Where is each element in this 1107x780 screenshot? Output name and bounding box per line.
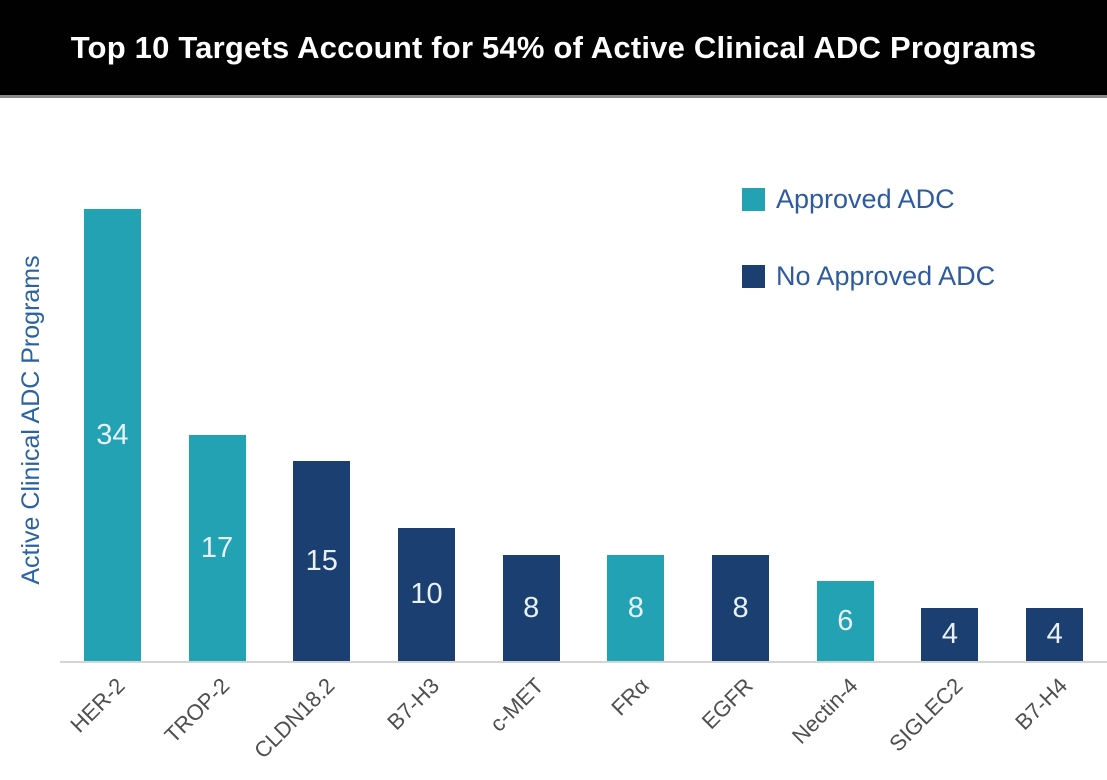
x-axis-labels: HER-2 TROP-2 CLDN18.2 B7-H3 c-MET FRα EGFR Nect… (60, 663, 1107, 780)
bar-B7-H4: 4 (1026, 608, 1084, 661)
bar-value-label: 8 (523, 591, 540, 624)
bar-value-label: 6 (837, 604, 854, 637)
bar-value-label: 34 (96, 418, 129, 451)
x-axis-slot: c-MET (479, 663, 584, 780)
bar-HER-2: 34 (83, 209, 141, 661)
x-axis-slot: SIGLEC2 (884, 663, 1003, 780)
bar-value-label: 10 (410, 578, 443, 610)
legend-item-approved: Approved ADC (742, 184, 995, 215)
bar-EGFR: 8 (712, 555, 770, 661)
x-axis-label: Nectin-4 (787, 673, 863, 749)
bar-c-MET: 8 (502, 555, 560, 661)
x-axis-label: B7-H3 (382, 673, 445, 735)
y-axis-title: Active Clinical ADC Programs (17, 255, 45, 585)
legend-label-approved: Approved ADC (776, 184, 955, 214)
bar-slot: 8 (479, 555, 584, 661)
x-axis-slot: B7-H3 (374, 663, 479, 780)
chart-title: Top 10 Targets Account for 54% of Active… (70, 29, 1037, 65)
legend-swatch-approved-icon (742, 188, 765, 211)
legend-item-no-approved: No Approved ADC (742, 261, 995, 292)
bar-value-label: 4 (1046, 618, 1063, 650)
bar-CLDN18.2: 15 (293, 461, 351, 661)
x-axis-slot: B7-H4 (1002, 663, 1107, 780)
bar-slot: 10 (374, 528, 479, 661)
bar-value-label: 17 (200, 531, 234, 564)
x-axis-slot: Nectin-4 (787, 663, 898, 780)
chart-title-bar: Top 10 Targets Account for 54% of Active… (0, 0, 1107, 98)
bar-slot: 8 (688, 555, 793, 661)
bar-slot: 8 (584, 555, 689, 661)
x-axis-slot: CLDN18.2 (249, 663, 374, 780)
bar-TROP-2: 17 (188, 435, 246, 661)
bar-value-label: 8 (732, 591, 749, 624)
x-axis-label: B7-H4 (1010, 673, 1073, 735)
bar-slot: 34 (60, 209, 165, 661)
x-axis-slot: HER-2 (60, 663, 165, 780)
bar-slot: 6 (793, 581, 898, 661)
bar-value-label: 15 (305, 544, 338, 577)
bars-container: 34 17 15 10 8 8 8 6 4 4 (60, 98, 1107, 661)
legend-label-no-approved: No Approved ADC (776, 261, 996, 291)
chart-legend: Approved ADC No Approved ADC (742, 184, 995, 292)
x-axis-slot: FRα (584, 663, 689, 780)
x-axis-label: TROP-2 (160, 673, 235, 748)
bar-SIGLEC2: 4 (921, 608, 979, 661)
x-axis-label: c-MET (485, 673, 549, 737)
bar-slot: 17 (165, 435, 270, 661)
legend-swatch-no-approved-icon (742, 265, 765, 288)
bar-value-label: 8 (627, 591, 644, 624)
bar-value-label: 4 (941, 618, 959, 650)
bar-slot: 15 (269, 461, 374, 661)
bar-B7-H3: 10 (397, 528, 455, 661)
x-axis-slot: TROP-2 (160, 663, 270, 780)
x-axis-slot: EGFR (688, 663, 793, 780)
bar-FRα: 8 (607, 555, 665, 661)
bar-slot: 4 (1002, 608, 1107, 661)
x-axis-label: HER-2 (65, 673, 131, 738)
x-axis-label: FRα (606, 673, 654, 721)
x-axis-label: EGFR (697, 673, 759, 734)
plot-area: 34 17 15 10 8 8 8 6 4 4 (60, 98, 1107, 663)
bar-slot: 4 (898, 608, 1003, 661)
bar-Nectin-4: 6 (816, 581, 874, 661)
x-axis-label: SIGLEC2 (884, 673, 968, 757)
x-axis-line (60, 661, 1107, 663)
